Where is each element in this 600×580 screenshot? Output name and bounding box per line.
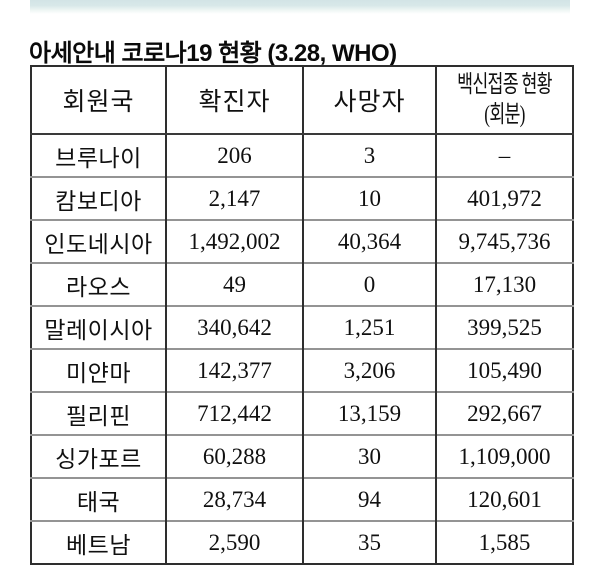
cell-country: 베트남 <box>31 520 166 564</box>
cell-country: 캄보디아 <box>31 176 166 220</box>
covid-status-table: 회원국 확진자 사망자 백신접종 현황 (회분) 브루나이 206 3 – 캄보… <box>30 65 574 565</box>
cell-vaccine: – <box>435 134 573 177</box>
top-accent-bar <box>30 0 570 14</box>
header-row: 회원국 확진자 사망자 백신접종 현황 (회분) <box>31 66 573 135</box>
cell-vaccine: 120,601 <box>435 477 573 521</box>
cell-deaths: 0 <box>302 262 436 306</box>
cell-country: 브루나이 <box>55 145 142 171</box>
cell-country: 라오스 <box>31 262 166 306</box>
cell-confirmed: 60,288 <box>165 434 303 478</box>
cell-confirmed: 712,442 <box>165 391 303 435</box>
cell-country: 태국 <box>31 477 166 521</box>
cell-deaths: 40,364 <box>302 219 436 263</box>
col-header-vaccination-line1: 백신접종 현황 <box>457 72 552 98</box>
cell-vaccine: 17,130 <box>435 262 573 306</box>
cell-country: 말레이시아 <box>31 305 166 349</box>
cell-vaccine: 1,109,000 <box>435 434 573 478</box>
cell-country: 미얀마 <box>31 348 166 392</box>
cell-country: 인도네시아 <box>31 219 166 263</box>
col-header-deaths: 사망자 <box>302 66 436 135</box>
table-row: 필리핀 712,442 13,159 292,667 <box>31 391 573 435</box>
cell-confirmed: 49 <box>165 262 303 306</box>
cell-vaccine: 399,525 <box>435 305 573 349</box>
cell-vaccine: 401,972 <box>435 176 573 220</box>
table-row: 라오스 49 0 17,130 <box>31 262 573 306</box>
cell-confirmed: 2,147 <box>165 176 303 220</box>
table-row: 미얀마 142,377 3,206 105,490 <box>31 348 573 392</box>
cell-deaths: 3,206 <box>302 348 436 392</box>
table-row: 캄보디아 2,147 10 401,972 <box>31 176 573 220</box>
cell-vaccine: 9,745,736 <box>435 219 573 263</box>
table-row: 싱가포르 60,288 30 1,109,000 <box>31 434 573 478</box>
cell-deaths: 13,159 <box>302 391 436 435</box>
col-header-vaccination-line2: (회분) <box>484 102 525 128</box>
cell-country: 싱가포르 <box>31 434 166 478</box>
cell-deaths: 94 <box>302 477 436 521</box>
col-header-vaccination-text: 백신접종 현황 (회분) <box>456 70 553 130</box>
cell-deaths: 35 <box>302 520 436 564</box>
cell-vaccine: 292,667 <box>435 391 573 435</box>
col-header-country: 회원국 <box>31 66 166 135</box>
cell-confirmed: 28,734 <box>165 477 303 521</box>
table-body: 브루나이 206 3 – 캄보디아 2,147 10 401,972 인도네시아… <box>31 134 573 564</box>
cell-confirmed: 142,377 <box>165 348 303 392</box>
cell-deaths: 3 <box>302 134 436 177</box>
cell-deaths: 10 <box>302 176 436 220</box>
table-row: 인도네시아 1,492,002 40,364 9,745,736 <box>31 219 573 263</box>
cell-deaths: 1,251 <box>302 305 436 349</box>
page-title: 아세안내 코로나19 현황 (3.28, WHO) <box>29 40 397 68</box>
cell-confirmed: 206 <box>165 134 303 177</box>
col-header-confirmed: 확진자 <box>165 66 303 135</box>
table-row: 브루나이 206 3 – <box>31 134 573 177</box>
cell-confirmed: 340,642 <box>165 305 303 349</box>
table-row: 베트남 2,590 35 1,585 <box>31 520 573 564</box>
cell-vaccine: 105,490 <box>435 348 573 392</box>
col-header-vaccination: 백신접종 현황 (회분) <box>435 66 573 135</box>
table-row: 태국 28,734 94 120,601 <box>31 477 573 521</box>
cell-confirmed: 1,492,002 <box>165 219 303 263</box>
cell-country: 필리핀 <box>31 391 166 435</box>
cell-deaths: 30 <box>302 434 436 478</box>
cell-vaccine: 1,585 <box>435 520 573 564</box>
table-header: 회원국 확진자 사망자 백신접종 현황 (회분) <box>31 66 573 135</box>
table-row: 말레이시아 340,642 1,251 399,525 <box>31 305 573 349</box>
cell-confirmed: 2,590 <box>165 520 303 564</box>
